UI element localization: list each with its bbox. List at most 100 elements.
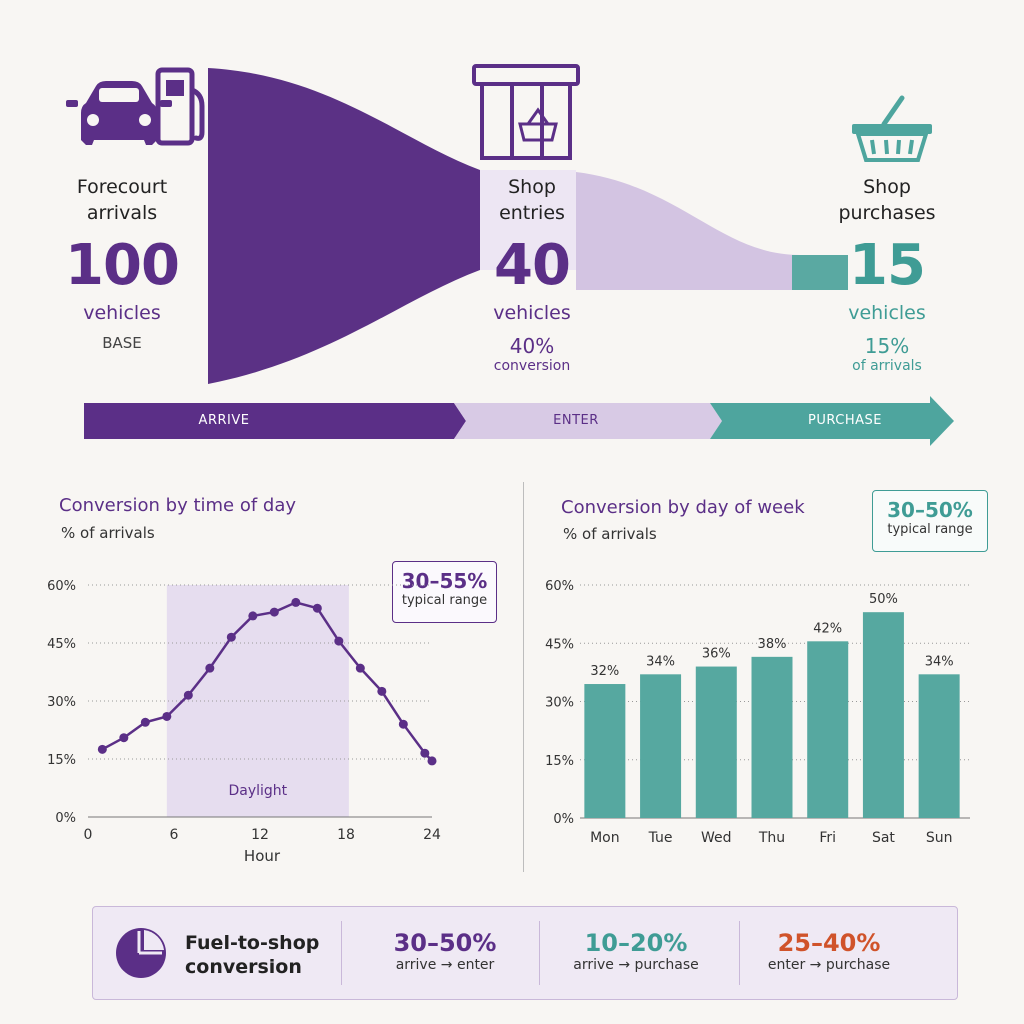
stage-note2: of arrivals (852, 358, 922, 374)
y-tick-label: 45% (47, 637, 76, 652)
x-tick-label: 24 (423, 827, 441, 843)
x-tick-label: 0 (84, 827, 93, 843)
data-point (334, 636, 344, 646)
y-tick-label: 15% (545, 754, 574, 769)
arrow-enter (454, 403, 722, 439)
arrow-arrive (84, 403, 466, 439)
bar-wed (695, 666, 737, 818)
bar-tue (640, 674, 682, 818)
stage-arrivals: Forecourt arrivals 100 vehicles BASE (40, 174, 204, 352)
x-tick-label: Tue (648, 830, 673, 846)
panel-divider (523, 482, 524, 872)
time-range-value: 30–55% (401, 569, 488, 593)
funnel-flow-arrive (208, 68, 480, 384)
bar-sun (918, 674, 960, 818)
y-tick-label: 0% (553, 812, 574, 827)
arrow-label-arrive: ARRIVE (198, 413, 250, 428)
y-tick-label: 60% (47, 579, 76, 594)
data-point (97, 744, 107, 754)
data-point (183, 690, 193, 700)
data-point (119, 733, 129, 743)
x-tick-label: Fri (819, 830, 836, 846)
arrow-purchase (710, 396, 954, 446)
data-point (291, 597, 301, 607)
summary-item-enter-purchase: 25–40% enter → purchase (745, 929, 913, 973)
summary-divider (539, 921, 540, 985)
data-point (427, 756, 437, 766)
fuel-pump-icon (155, 67, 205, 146)
stage-unit: vehicles (83, 302, 161, 324)
summary-label: enter → purchase (767, 957, 891, 973)
funnel-flow-purchase (792, 255, 848, 290)
daylight-band (166, 585, 349, 817)
stage-purchases: Shop purchases 15 vehicles 15% of arriva… (814, 174, 960, 374)
data-point (420, 748, 430, 758)
daylight-band-label: Daylight (229, 783, 288, 799)
summary-divider (739, 921, 740, 985)
summary-title-line2: conversion (185, 956, 302, 978)
stage-note: 40% (509, 334, 555, 358)
funnel-gap-shop (480, 170, 576, 270)
week-chart-subtitle: % of arrivals (563, 525, 657, 543)
data-point (269, 607, 279, 617)
time-range-label: typical range (401, 593, 488, 608)
x-axis-label: Hour (244, 847, 281, 865)
summary-item-arrive-purchase: 10–20% arrive → purchase (549, 929, 723, 973)
day-of-week-chart: 0% 15% 30% 45% 60% 32% Mon 34% Tue 36% Wed 38% Thu 42… (545, 579, 970, 846)
summary-value: 30–50% (393, 929, 497, 957)
time-chart-title: Conversion by time of day (59, 495, 297, 516)
y-tick-label: 30% (47, 695, 76, 710)
data-point (162, 711, 172, 721)
bar-value-label: 32% (590, 664, 619, 679)
stage-note2: conversion (493, 358, 571, 374)
stage-title-line2: entries (499, 202, 565, 224)
stage-value: 100 (65, 233, 180, 298)
bar-value-label: 38% (758, 637, 787, 652)
funnel-flow-enter (576, 172, 800, 290)
stage-value: 15 (849, 233, 926, 298)
stage-note: 15% (864, 334, 910, 358)
y-tick-label: 0% (55, 811, 76, 826)
summary-label: arrive → enter (395, 957, 495, 973)
summary-label: arrive → purchase (573, 957, 699, 973)
bar-value-label: 34% (646, 654, 675, 669)
stage-title-line1: Shop (863, 176, 911, 198)
y-tick-label: 60% (545, 579, 574, 594)
data-point (248, 611, 258, 621)
week-range-label: typical range (887, 522, 973, 537)
x-tick-label: Wed (701, 830, 732, 846)
shopping-basket-icon (852, 95, 932, 162)
data-point (312, 603, 322, 613)
week-chart-title: Conversion by day of week (561, 497, 805, 518)
summary-title-line1: Fuel-to-shop (185, 932, 320, 954)
bar-value-label: 36% (702, 647, 731, 662)
time-chart-subtitle: % of arrivals (61, 524, 155, 542)
summary-value: 25–40% (777, 929, 881, 957)
x-tick-label: Sat (872, 830, 895, 846)
bar-value-label: 34% (925, 654, 954, 669)
time-of-day-chart: Daylight 0% 15% 30% 45% 60% 0 6 12 18 24 Hour (47, 579, 441, 865)
data-point (377, 686, 387, 696)
stage-title-line1: Shop (508, 176, 556, 198)
funnel-graphic (66, 64, 954, 446)
bar-thu (751, 656, 793, 818)
x-tick-label: 12 (251, 827, 269, 843)
bar-sat (862, 612, 904, 818)
summary-bar: Fuel-to-shop conversion 30–50% arrive → … (92, 906, 958, 1000)
stage-title-line2: arrivals (86, 202, 158, 224)
bar-mon (584, 684, 626, 818)
week-range-box: 30–50% typical range (872, 490, 988, 552)
stage-title-line2: purchases (838, 202, 936, 224)
bar-fri (807, 641, 849, 818)
stage-value: 40 (494, 233, 571, 298)
pie-chart-icon (116, 928, 166, 978)
data-point (205, 663, 215, 673)
stage-unit: vehicles (848, 302, 926, 324)
stage-entries: Shop entries 40 vehicles 40% conversion (470, 174, 594, 374)
y-tick-label: 30% (545, 696, 574, 711)
x-tick-label: 18 (337, 827, 355, 843)
summary-value: 10–20% (584, 929, 688, 957)
bar-value-label: 50% (869, 592, 898, 607)
y-tick-label: 45% (545, 637, 574, 652)
stage-unit: vehicles (493, 302, 571, 324)
